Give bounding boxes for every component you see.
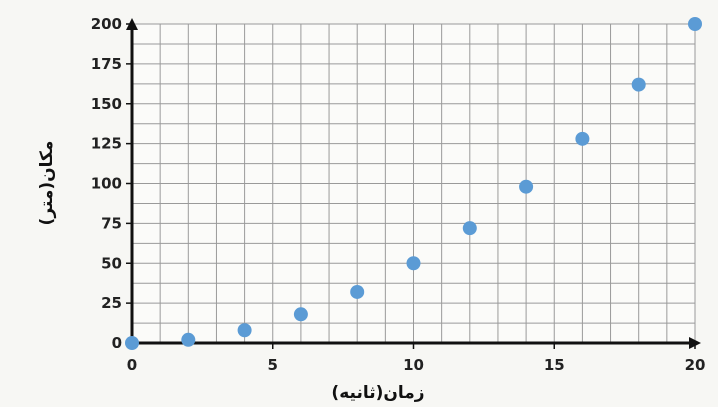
y-axis-title: مکان(متر) bbox=[37, 141, 57, 226]
grid-lines bbox=[131, 23, 696, 344]
data-point bbox=[631, 77, 646, 92]
x-axis-title: زمان(ثانیه) bbox=[331, 383, 424, 403]
data-point bbox=[519, 179, 534, 194]
data-point bbox=[462, 221, 477, 236]
data-point bbox=[350, 284, 365, 299]
y-tick-label: 0 bbox=[112, 334, 122, 352]
y-tick-label: 125 bbox=[91, 135, 122, 153]
data-point bbox=[125, 336, 139, 350]
y-tick-label: 100 bbox=[91, 175, 122, 193]
data-point bbox=[406, 256, 421, 271]
data-point bbox=[293, 307, 308, 322]
x-tick-label: 20 bbox=[685, 356, 706, 374]
y-tick-label: 200 bbox=[91, 15, 122, 33]
x-tick-label: 10 bbox=[403, 356, 424, 374]
x-tick-label: 0 bbox=[127, 356, 137, 374]
x-tick-label: 5 bbox=[268, 356, 278, 374]
y-tick-label: 150 bbox=[91, 95, 122, 113]
data-point bbox=[181, 332, 196, 347]
data-point bbox=[237, 323, 252, 338]
x-tick-label: 15 bbox=[544, 356, 565, 374]
data-point bbox=[575, 131, 590, 146]
data-point bbox=[688, 17, 702, 31]
y-tick-label: 25 bbox=[101, 294, 122, 312]
y-tick-label: 75 bbox=[101, 214, 122, 232]
y-tick-label: 175 bbox=[91, 55, 122, 73]
data-points bbox=[125, 17, 702, 350]
y-tick-label: 50 bbox=[101, 254, 122, 272]
